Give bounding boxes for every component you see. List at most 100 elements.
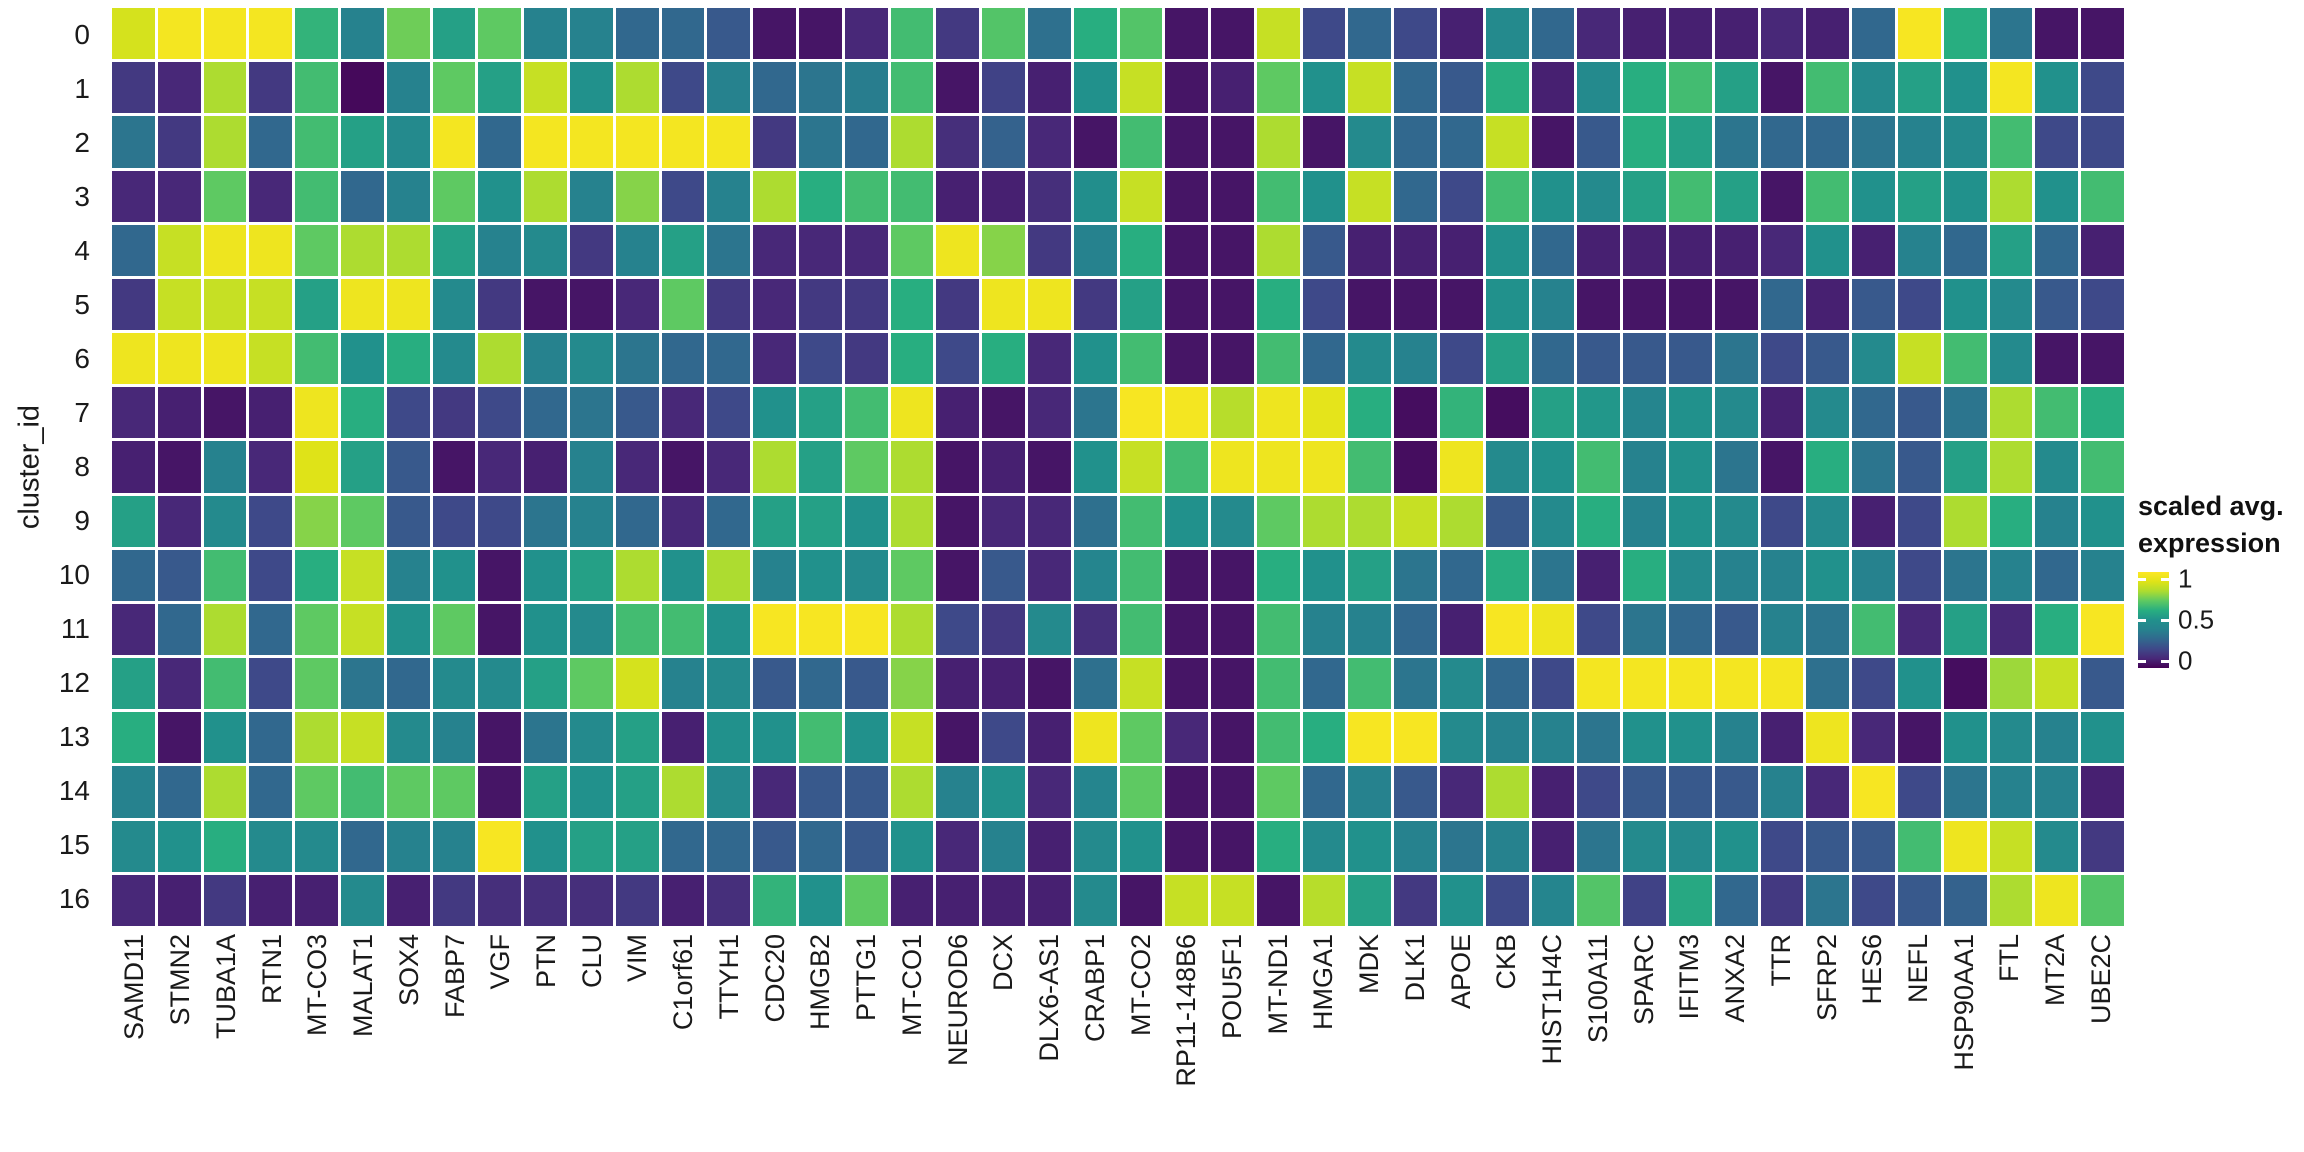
heatmap-cell (340, 603, 384, 656)
heatmap-cell (844, 603, 888, 656)
heatmap-cell (1714, 333, 1758, 385)
x-tick-label: SFRP2 (1811, 934, 1842, 1022)
heatmap-cell (1440, 820, 1483, 872)
heatmap-cell (1165, 62, 1209, 114)
heatmap-cell (1119, 278, 1163, 331)
heatmap-cell (478, 224, 522, 276)
heatmap-cell (249, 8, 293, 60)
heatmap-cell (615, 170, 659, 222)
heatmap-cell (798, 387, 842, 439)
heatmap-cell (1073, 820, 1117, 872)
heatmap-cell (753, 603, 796, 656)
legend-colorbar: 1 0.5 0 (2138, 563, 2214, 676)
heatmap-cell (340, 8, 384, 60)
heatmap-cell (1898, 603, 1941, 656)
heatmap-cell (1348, 495, 1392, 547)
heatmap-cell (615, 603, 659, 656)
heatmap-cell (982, 170, 1025, 222)
heatmap-cell (112, 62, 155, 114)
heatmap-cell (1852, 116, 1896, 168)
heatmap-cell (1211, 224, 1254, 276)
heatmap-cell (615, 549, 659, 601)
heatmap-cell (661, 766, 705, 818)
heatmap-cell (1989, 820, 2033, 872)
heatmap-cell (936, 8, 980, 60)
heatmap-cell (1989, 333, 2033, 385)
heatmap-cell (157, 820, 201, 872)
heatmap-cell (386, 387, 430, 439)
heatmap-cell (157, 224, 201, 276)
heatmap-cell (2035, 874, 2079, 926)
heatmap-cell (1302, 549, 1346, 601)
heatmap-cell (1485, 766, 1529, 818)
heatmap-cell (2035, 387, 2079, 439)
x-tick-label: MT-CO3 (302, 934, 333, 1037)
heatmap-cell (2035, 820, 2079, 872)
heatmap-cell (2035, 278, 2079, 331)
heatmap-cell (1943, 441, 1987, 493)
heatmap-cell (569, 224, 613, 276)
heatmap-cell (157, 658, 201, 710)
heatmap-cell (478, 116, 522, 168)
heatmap-cell (1119, 658, 1163, 710)
heatmap-cell (157, 766, 201, 818)
heatmap-cell (890, 874, 934, 926)
heatmap-cell (2081, 170, 2124, 222)
heatmap-cell (1073, 441, 1117, 493)
heatmap-cell (1302, 820, 1346, 872)
heatmap-cell (1577, 712, 1621, 764)
heatmap-cell (844, 224, 888, 276)
heatmap-cell (1302, 874, 1346, 926)
heatmap-cell (386, 495, 430, 547)
heatmap-cell (615, 658, 659, 710)
heatmap-cell (1577, 820, 1621, 872)
heatmap-cell (203, 8, 247, 60)
heatmap-cell (1348, 62, 1392, 114)
heatmap-cell (478, 712, 522, 764)
heatmap-cell (798, 603, 842, 656)
heatmap-cell (1394, 658, 1438, 710)
heatmap-cell (1714, 278, 1758, 331)
heatmap-cell (753, 495, 796, 547)
heatmap-cell (112, 820, 155, 872)
heatmap-cell (1256, 766, 1300, 818)
heatmap-cell (936, 549, 980, 601)
heatmap-cell (707, 387, 751, 439)
heatmap-cell (1165, 766, 1209, 818)
heatmap-cell (1760, 712, 1804, 764)
heatmap-cell (432, 495, 476, 547)
heatmap-cell (112, 712, 155, 764)
heatmap-cell (1577, 874, 1621, 926)
legend-title: scaled avg. expression (2138, 488, 2302, 562)
heatmap-cell (1531, 712, 1575, 764)
heatmap-cell (1531, 333, 1575, 385)
heatmap-cell (1119, 333, 1163, 385)
heatmap-cell (340, 712, 384, 764)
heatmap-cell (1943, 224, 1987, 276)
heatmap-cell (1348, 874, 1392, 926)
heatmap-cell (1852, 62, 1896, 114)
heatmap-cell (1119, 224, 1163, 276)
heatmap-cell (157, 116, 201, 168)
heatmap-cell (615, 224, 659, 276)
x-tick-label: NEUROD6 (942, 934, 973, 1067)
heatmap-cell (844, 441, 888, 493)
heatmap-cell (1531, 8, 1575, 60)
heatmap-cell (157, 441, 201, 493)
heatmap-cell (2035, 116, 2079, 168)
heatmap-cell (432, 766, 476, 818)
x-tick-label: MT-ND1 (1262, 934, 1293, 1035)
heatmap-cell (340, 333, 384, 385)
heatmap-cell (1485, 495, 1529, 547)
heatmap-cell (1943, 387, 1987, 439)
heatmap-cell (1256, 658, 1300, 710)
heatmap-cell (753, 387, 796, 439)
heatmap-cell (1760, 766, 1804, 818)
y-axis-tick-labels: 0 1 2 3 4 5 6 7 8 9 10 11 12 13 14 15 16 (0, 8, 102, 926)
x-tick-label: MT2A (2040, 934, 2071, 1007)
heatmap-cell (982, 8, 1025, 60)
heatmap-cell (844, 8, 888, 60)
heatmap-cell (1623, 224, 1667, 276)
heatmap-cell (1027, 603, 1071, 656)
heatmap-cell (707, 766, 751, 818)
